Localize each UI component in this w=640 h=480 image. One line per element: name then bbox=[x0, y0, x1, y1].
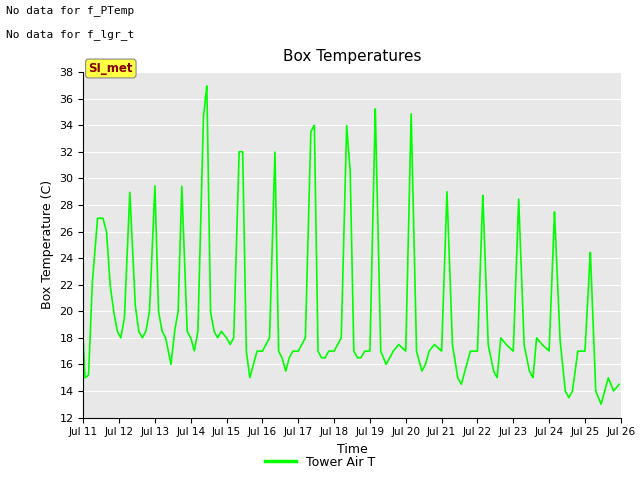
Text: No data for f_lgr_t: No data for f_lgr_t bbox=[6, 29, 134, 40]
Title: Box Temperatures: Box Temperatures bbox=[283, 49, 421, 64]
Legend: Tower Air T: Tower Air T bbox=[260, 451, 380, 474]
Y-axis label: Box Temperature (C): Box Temperature (C) bbox=[41, 180, 54, 310]
Text: SI_met: SI_met bbox=[88, 62, 133, 75]
Text: No data for f_PTemp: No data for f_PTemp bbox=[6, 5, 134, 16]
X-axis label: Time: Time bbox=[337, 443, 367, 456]
